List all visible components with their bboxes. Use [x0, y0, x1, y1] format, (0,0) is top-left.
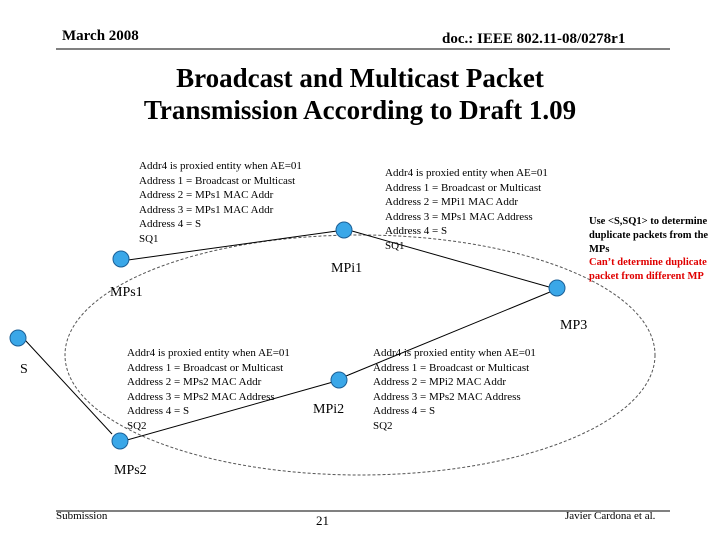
frame-line: Address 4 = S: [385, 225, 448, 238]
arrow-mpi2-mp3: [345, 291, 551, 377]
note-line: MPs: [589, 243, 610, 255]
frame-line: Address 4 = S: [139, 218, 202, 231]
frame-line: Address 1 = Broadcast or Multicast: [139, 174, 296, 187]
footer-page-number: 21: [316, 513, 329, 528]
note-line: duplicate packets from the: [589, 229, 709, 241]
frame-line: Address 1 = Broadcast or Multicast: [127, 361, 284, 374]
frame-line: Address 4 = S: [373, 405, 436, 418]
frame-line: Addr4 is proxied entity when AE=01: [127, 347, 290, 359]
arrow-mps1-mpi1: [127, 230, 338, 261]
node-s: [9, 329, 27, 347]
header-doc: doc.: IEEE 802.11-08/0278r1: [442, 31, 626, 47]
frame-line: Addr4 is proxied entity when AE=01: [385, 167, 548, 179]
title-line-1: Broadcast and Multicast Packet: [176, 63, 544, 93]
footer-submission: Submission: [56, 510, 108, 522]
node-mps1: [112, 250, 130, 268]
frame-line: Address 3 = MPs1 MAC Address: [385, 210, 533, 223]
label-mp3: MP3: [560, 318, 588, 333]
page-title: Broadcast and Multicast Packet Transmiss…: [0, 62, 720, 126]
frame-line: Addr4 is proxied entity when AE=01: [373, 347, 536, 359]
duplicate-detection-note: Use <S,SQ1> to determine duplicate packe…: [589, 215, 708, 284]
mesh-boundary-ellipse: [64, 234, 656, 476]
label-mps2: MPs2: [114, 463, 147, 478]
frame-line: SQ2: [373, 419, 393, 432]
frame-line: Address 3 = MPs1 MAC Addr: [139, 203, 274, 216]
frame-box-mps1-mpi1: Addr4 is proxied entity when AE=01 Addre…: [139, 159, 302, 247]
title-line-2: Transmission According to Draft 1.09: [143, 95, 577, 125]
frame-line: Address 1 = Broadcast or Multicast: [385, 181, 542, 194]
header-date: March 2008: [62, 28, 139, 44]
frame-line: Address 2 = MPs1 MAC Addr: [139, 189, 274, 202]
node-mpi2: [330, 371, 348, 389]
label-s: S: [20, 362, 28, 377]
frame-line: SQ1: [139, 232, 159, 245]
frame-line: Address 4 = S: [127, 405, 190, 418]
frame-line: Address 1 = Broadcast or Multicast: [373, 361, 530, 374]
node-mps2: [111, 432, 129, 450]
frame-box-mps2-mpi2: Addr4 is proxied entity when AE=01 Addre…: [127, 346, 290, 434]
note-warning-line: packet from different MP: [589, 271, 704, 283]
arrow-mpi1-mp3: [351, 230, 550, 288]
frame-line: SQ1: [385, 239, 405, 252]
node-mp3: [548, 279, 566, 297]
node-mpi1: [335, 221, 353, 239]
arrow-s-mps2: [24, 339, 113, 435]
arrow-mps2-mpi2: [126, 381, 334, 441]
frame-line: Address 2 = MPi1 MAC Addr: [385, 196, 519, 209]
note-warning-line: Can’t determine duplicate: [589, 257, 707, 269]
frame-line: Address 2 = MPi2 MAC Addr: [373, 376, 507, 389]
frame-line: Addr4 is proxied entity when AE=01: [139, 160, 302, 172]
frame-box-mpi1-mp3: Addr4 is proxied entity when AE=01 Addre…: [385, 166, 548, 254]
label-mpi2: MPi2: [313, 402, 345, 417]
frame-line: SQ2: [127, 419, 147, 432]
note-line: Use <S,SQ1> to determine: [589, 216, 708, 227]
footer-author: Javier Cardona et al.: [565, 510, 656, 522]
frame-line: Address 3 = MPs2 MAC Address: [127, 390, 275, 403]
frame-box-mpi2-mp3: Addr4 is proxied entity when AE=01 Addre…: [373, 346, 536, 434]
frame-line: Address 3 = MPs2 MAC Address: [373, 390, 521, 403]
label-mpi1: MPi1: [331, 261, 363, 276]
frame-line: Address 2 = MPs2 MAC Addr: [127, 376, 262, 389]
label-mps1: MPs1: [110, 285, 143, 300]
